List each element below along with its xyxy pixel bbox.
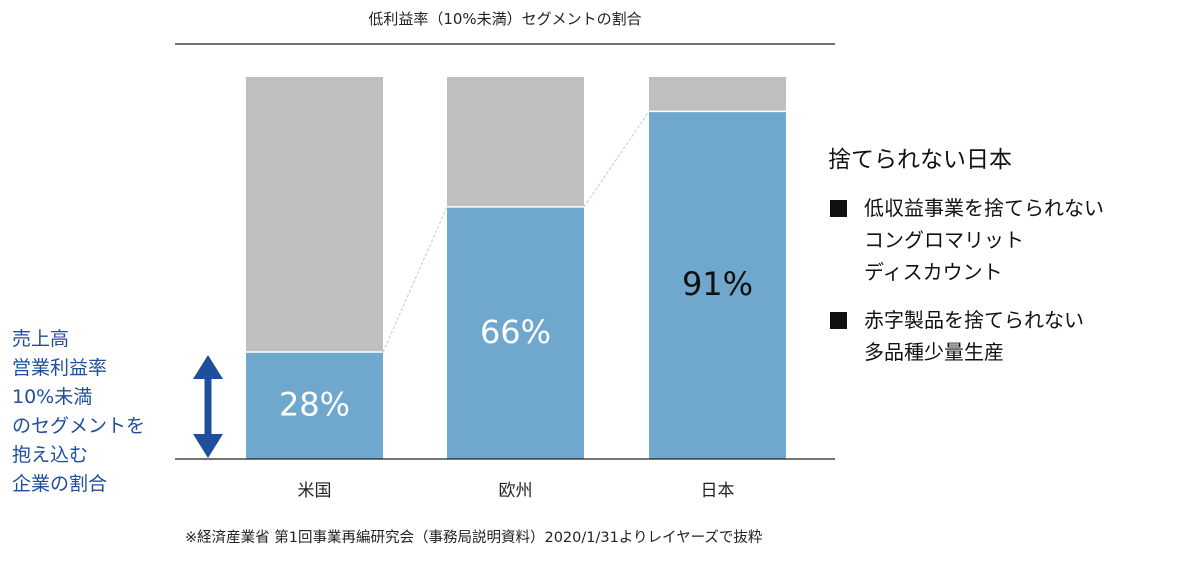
right-panel: 捨てられない日本 低収益事業を捨てられない コングロマリット ディスカウント 赤… [828, 140, 1196, 384]
bar-segment-rest [649, 77, 786, 112]
source-note: ※経済産業省 第1回事業再編研究会（事務局説明資料）2020/1/31よりレイヤ… [185, 530, 763, 546]
bullet-line: 多品種少量生産 [864, 340, 1004, 364]
x-tick-label: 欧州 [499, 481, 533, 501]
right-heading: 捨てられない日本 [828, 147, 1012, 173]
x-tick-label: 米国 [298, 481, 332, 501]
bar-segment-low-margin [447, 206, 584, 459]
connector-line [583, 111, 650, 208]
bullet-line: 赤字製品を捨てられない [864, 308, 1084, 332]
x-tick-label: 日本 [701, 481, 735, 501]
square-bullet-icon [830, 312, 847, 329]
chart-title: 低利益率（10%未満）セグメントの割合 [368, 10, 642, 28]
bullet-line: 低収益事業を捨てられない [864, 196, 1104, 220]
square-bullet-icon [830, 200, 847, 217]
bar-segment-low-margin [649, 111, 786, 459]
left-annotation-line: 10%未満 [12, 386, 93, 408]
left-annotation-line: 売上高 [12, 328, 70, 350]
arrow-down-icon [193, 434, 223, 458]
bullet-line: ディスカウント [864, 260, 1003, 284]
bar-segment-rest [246, 77, 383, 353]
left-annotation-line: 営業利益率 [12, 357, 108, 379]
connector-line [382, 206, 448, 353]
left-annotation-line: 抱え込む [12, 444, 89, 466]
left-annotation-line: 企業の割合 [12, 473, 108, 495]
bullet-item: 赤字製品を捨てられない 多品種少量生産 [828, 304, 1196, 368]
bullet-item: 低収益事業を捨てられない コングロマリット ディスカウント [828, 192, 1196, 288]
left-annotation: 売上高 営業利益率 10%未満 のセグメントを 抱え込む 企業の割合 [12, 325, 182, 499]
bar-segment-rest [447, 77, 584, 207]
left-annotation-line: のセグメントを [12, 415, 146, 437]
arrow-up-icon [193, 355, 223, 379]
bar-data-label: 91% [682, 265, 753, 303]
bar-data-label: 66% [480, 313, 551, 351]
arrow-shaft [204, 377, 212, 436]
bar-segment-low-margin [246, 352, 383, 459]
bullet-line: コングロマリット [864, 228, 1024, 252]
bar-data-label: 28% [279, 386, 350, 424]
